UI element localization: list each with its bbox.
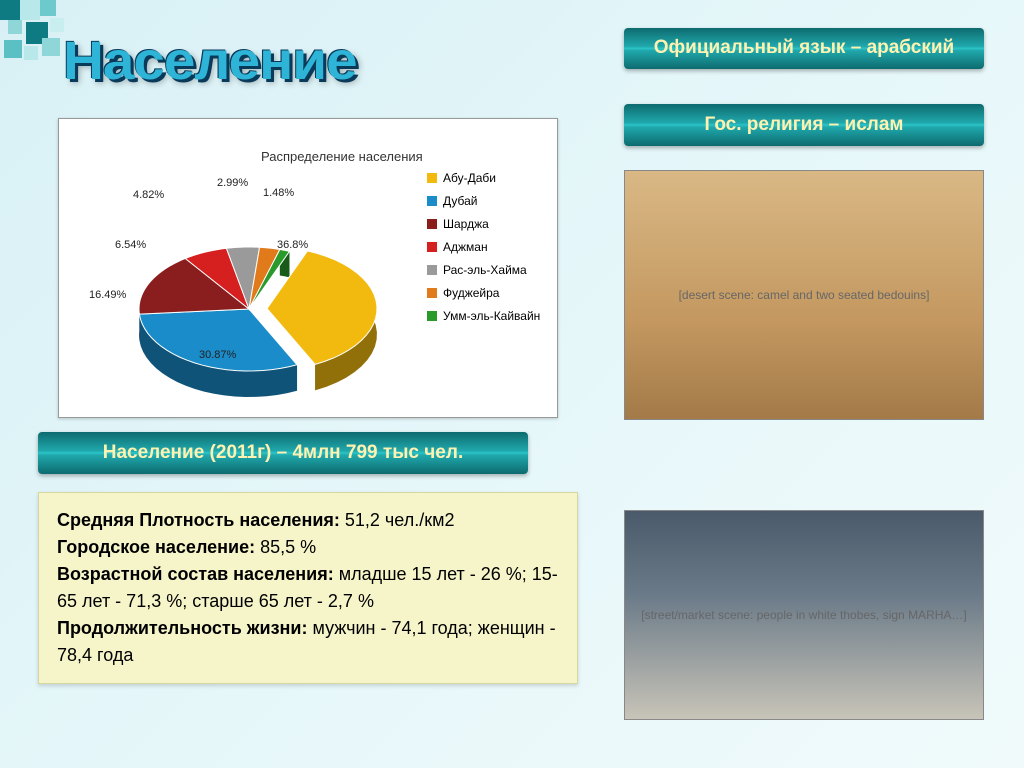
language-pill: Официальный язык – арабский bbox=[624, 28, 984, 69]
density-value: 51,2 чел./км2 bbox=[340, 510, 455, 530]
legend-swatch bbox=[427, 196, 437, 206]
pct-label: 6.54% bbox=[115, 239, 146, 251]
legend-item: Дубай bbox=[427, 194, 540, 208]
page-title: Население bbox=[63, 30, 357, 92]
photo-market-alt: [street/market scene: people in white th… bbox=[641, 608, 966, 622]
pct-label: 2.99% bbox=[217, 177, 248, 189]
legend-item: Абу-Даби bbox=[427, 171, 540, 185]
legend-label: Дубай bbox=[443, 194, 478, 208]
legend-swatch bbox=[427, 242, 437, 252]
legend-swatch bbox=[427, 173, 437, 183]
legend-swatch bbox=[427, 311, 437, 321]
pie-svg bbox=[79, 169, 409, 409]
urban-label: Городское население: bbox=[57, 537, 255, 557]
legend-label: Абу-Даби bbox=[443, 171, 496, 185]
urban-value: 85,5 % bbox=[255, 537, 316, 557]
pct-label: 36.8% bbox=[277, 239, 308, 251]
legend-item: Рас-эль-Хайма bbox=[427, 263, 540, 277]
photo-market: [street/market scene: people in white th… bbox=[624, 510, 984, 720]
population-pill: Население (2011г) – 4млн 799 тыс чел. bbox=[38, 432, 528, 474]
legend-label: Рас-эль-Хайма bbox=[443, 263, 527, 277]
life-label: Продолжительность жизни: bbox=[57, 618, 307, 638]
pct-label: 1.48% bbox=[263, 187, 294, 199]
density-label: Средняя Плотность населения: bbox=[57, 510, 340, 530]
legend-label: Умм-эль-Кайвайн bbox=[443, 309, 540, 323]
legend-item: Умм-эль-Кайвайн bbox=[427, 309, 540, 323]
legend-label: Аджман bbox=[443, 240, 488, 254]
pct-label: 30.87% bbox=[199, 349, 236, 361]
legend-label: Шарджа bbox=[443, 217, 489, 231]
legend-swatch bbox=[427, 265, 437, 275]
legend-item: Шарджа bbox=[427, 217, 540, 231]
population-pie-chart: Распределение населения Абу-Даби Дубай Шар… bbox=[58, 118, 558, 418]
age-label: Возрастной состав населения: bbox=[57, 564, 334, 584]
stats-box: Средняя Плотность населения: 51,2 чел./к… bbox=[38, 492, 578, 684]
chart-title: Распределение населения bbox=[261, 149, 423, 164]
legend-swatch bbox=[427, 288, 437, 298]
legend-swatch bbox=[427, 219, 437, 229]
photo-desert-alt: [desert scene: camel and two seated bedo… bbox=[679, 288, 930, 302]
legend-item: Аджман bbox=[427, 240, 540, 254]
pct-label: 4.82% bbox=[133, 189, 164, 201]
photo-desert: [desert scene: camel and two seated bedo… bbox=[624, 170, 984, 420]
chart-legend: Абу-Даби Дубай Шарджа Аджман Рас-эль-Хайма Фу… bbox=[427, 171, 540, 332]
legend-label: Фуджейра bbox=[443, 286, 499, 300]
pct-label: 16.49% bbox=[89, 289, 126, 301]
legend-item: Фуджейра bbox=[427, 286, 540, 300]
religion-pill: Гос. религия – ислам bbox=[624, 104, 984, 146]
